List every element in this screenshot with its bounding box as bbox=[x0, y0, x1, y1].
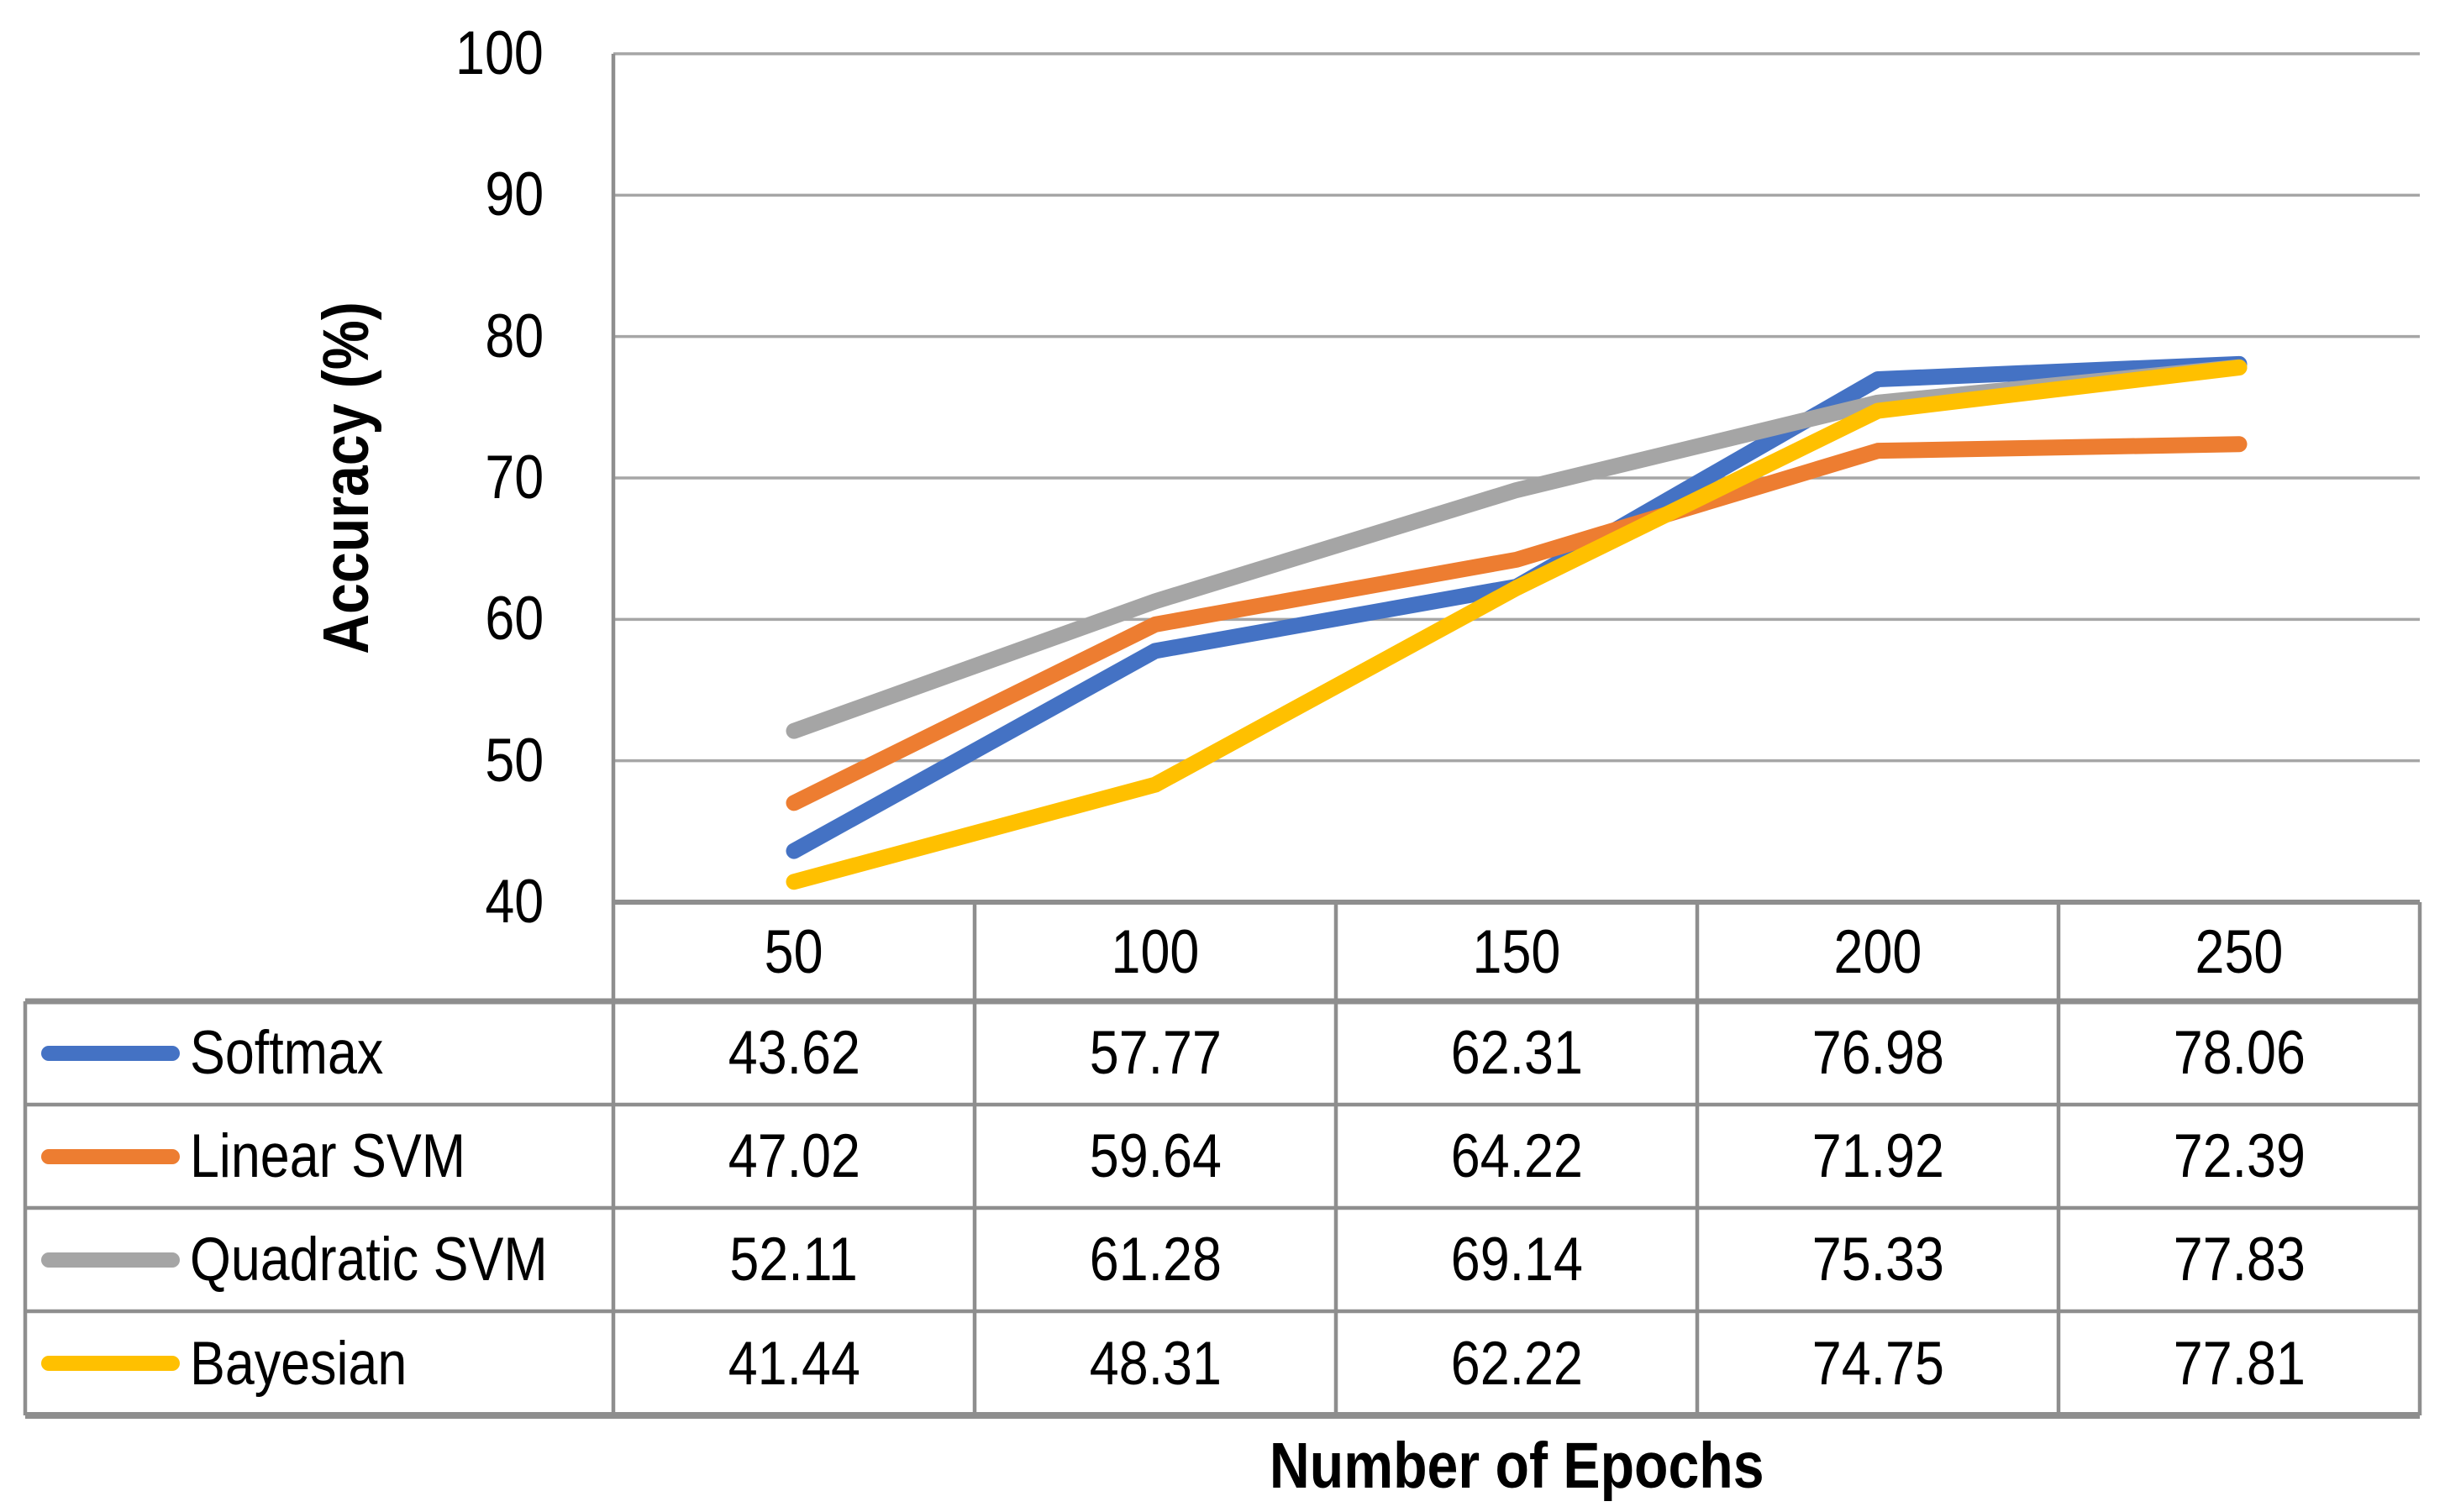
legend-key-softmax bbox=[41, 1045, 180, 1061]
y-tick-label-text: 100 bbox=[455, 19, 544, 87]
y-tick-label-text: 90 bbox=[485, 160, 544, 229]
table-header-cell-200: 200 bbox=[1697, 902, 2059, 1001]
table-value-cell-linear-svm-50-text: 47.02 bbox=[728, 1122, 860, 1190]
table-header-cell-150-text: 150 bbox=[1472, 917, 1561, 986]
series-name-label-linear-svm: Linear SVM bbox=[190, 1105, 510, 1208]
table-value-cell-quadratic-svm-250: 77.83 bbox=[2059, 1208, 2420, 1311]
series-line-linear-svm bbox=[786, 436, 2248, 811]
series-name-text: Softmax bbox=[190, 1019, 384, 1087]
table-header-cell-100-text: 100 bbox=[1111, 917, 1200, 986]
table-value-cell-softmax-100-text: 57.77 bbox=[1089, 1019, 1222, 1087]
table-value-cell-bayesian-250: 77.81 bbox=[2059, 1311, 2420, 1415]
series-line-quadratic-svm bbox=[786, 359, 2248, 739]
series-name-text: Bayesian bbox=[190, 1329, 408, 1398]
legend-key-linear-svm bbox=[41, 1148, 180, 1164]
y-tick-label-80: 80 bbox=[0, 302, 544, 372]
table-header-cell-50-text: 50 bbox=[765, 917, 823, 986]
table-header-cell-250: 250 bbox=[2059, 902, 2420, 1001]
table-header-cell-100: 100 bbox=[975, 902, 1336, 1001]
table-value-cell-softmax-250-text: 78.06 bbox=[2173, 1019, 2306, 1087]
table-value-cell-quadratic-svm-250-text: 77.83 bbox=[2173, 1226, 2306, 1294]
table-value-cell-linear-svm-150: 64.22 bbox=[1336, 1105, 1697, 1208]
y-tick-label-text: 40 bbox=[485, 868, 544, 936]
table-value-cell-quadratic-svm-100-text: 61.28 bbox=[1089, 1226, 1222, 1294]
table-value-cell-quadratic-svm-200-text: 75.33 bbox=[1811, 1226, 1944, 1294]
table-value-cell-linear-svm-100: 59.64 bbox=[975, 1105, 1336, 1208]
legend-key-quadratic-svm bbox=[41, 1252, 180, 1268]
y-tick-label-40: 40 bbox=[0, 867, 544, 937]
table-value-cell-softmax-100: 57.77 bbox=[975, 1001, 1336, 1105]
table-value-cell-bayesian-250-text: 77.81 bbox=[2173, 1329, 2306, 1398]
table-value-cell-bayesian-200: 74.75 bbox=[1697, 1311, 2059, 1415]
table-value-cell-softmax-200: 76.98 bbox=[1697, 1001, 2059, 1105]
y-tick-label-text: 70 bbox=[485, 444, 544, 512]
table-value-cell-bayesian-150: 62.22 bbox=[1336, 1311, 1697, 1415]
y-tick-label-text: 60 bbox=[485, 585, 544, 654]
table-header-cell-50: 50 bbox=[613, 902, 975, 1001]
table-value-cell-linear-svm-200-text: 71.92 bbox=[1811, 1122, 1944, 1190]
table-header-cell-200-text: 200 bbox=[1833, 917, 1922, 986]
y-tick-label-50: 50 bbox=[0, 726, 544, 796]
series-line-bayesian bbox=[786, 360, 2248, 890]
y-tick-label-100: 100 bbox=[0, 18, 544, 89]
y-axis-title: Accuracy (%) bbox=[310, 302, 382, 654]
table-value-cell-softmax-150: 62.31 bbox=[1336, 1001, 1697, 1105]
table-value-cell-softmax-200-text: 76.98 bbox=[1811, 1019, 1944, 1087]
y-tick-label-70: 70 bbox=[0, 443, 544, 513]
table-value-cell-linear-svm-50: 47.02 bbox=[613, 1105, 975, 1208]
y-tick-label-text: 50 bbox=[485, 726, 544, 795]
table-header-cell-150: 150 bbox=[1336, 902, 1697, 1001]
series-line-softmax bbox=[786, 355, 2248, 859]
table-value-cell-softmax-250: 78.06 bbox=[2059, 1001, 2420, 1105]
x-axis-title-text: Number of Epochs bbox=[1269, 1430, 1764, 1502]
table-value-cell-linear-svm-100-text: 59.64 bbox=[1089, 1122, 1222, 1190]
series-name-text: Linear SVM bbox=[190, 1122, 466, 1190]
legend-key-bayesian bbox=[41, 1356, 180, 1371]
y-tick-label-60: 60 bbox=[0, 584, 544, 654]
table-value-cell-linear-svm-200: 71.92 bbox=[1697, 1105, 2059, 1208]
table-value-cell-bayesian-50-text: 41.44 bbox=[728, 1329, 860, 1398]
table-header-cell-250-text: 250 bbox=[2195, 917, 2284, 986]
series-name-text: Quadratic SVM bbox=[190, 1226, 548, 1294]
table-value-cell-bayesian-50: 41.44 bbox=[613, 1311, 975, 1415]
table-value-cell-linear-svm-250: 72.39 bbox=[2059, 1105, 2420, 1208]
series-name-label-bayesian: Bayesian bbox=[190, 1311, 442, 1415]
table-value-cell-bayesian-200-text: 74.75 bbox=[1811, 1329, 1944, 1398]
table-value-cell-softmax-150-text: 62.31 bbox=[1450, 1019, 1583, 1087]
table-value-cell-bayesian-150-text: 62.22 bbox=[1450, 1329, 1583, 1398]
table-value-cell-quadratic-svm-100: 61.28 bbox=[975, 1208, 1336, 1311]
table-value-cell-bayesian-100-text: 48.31 bbox=[1089, 1329, 1222, 1398]
series-name-label-quadratic-svm: Quadratic SVM bbox=[190, 1208, 606, 1311]
x-axis-title: Number of Epochs bbox=[1012, 1426, 2021, 1505]
y-tick-label-text: 80 bbox=[485, 302, 544, 370]
table-value-cell-softmax-50-text: 43.62 bbox=[728, 1019, 860, 1087]
table-value-cell-quadratic-svm-200: 75.33 bbox=[1697, 1208, 2059, 1311]
table-value-cell-quadratic-svm-150: 69.14 bbox=[1336, 1208, 1697, 1311]
table-value-cell-linear-svm-150-text: 64.22 bbox=[1450, 1122, 1583, 1190]
table-value-cell-softmax-50: 43.62 bbox=[613, 1001, 975, 1105]
table-value-cell-quadratic-svm-50-text: 52.11 bbox=[729, 1226, 859, 1294]
table-value-cell-linear-svm-250-text: 72.39 bbox=[2173, 1122, 2306, 1190]
y-tick-label-90: 90 bbox=[0, 160, 544, 230]
series-name-label-softmax: Softmax bbox=[190, 1001, 415, 1105]
table-value-cell-quadratic-svm-150-text: 69.14 bbox=[1450, 1226, 1583, 1294]
table-value-cell-quadratic-svm-50: 52.11 bbox=[613, 1208, 975, 1311]
table-value-cell-bayesian-100: 48.31 bbox=[975, 1311, 1336, 1415]
